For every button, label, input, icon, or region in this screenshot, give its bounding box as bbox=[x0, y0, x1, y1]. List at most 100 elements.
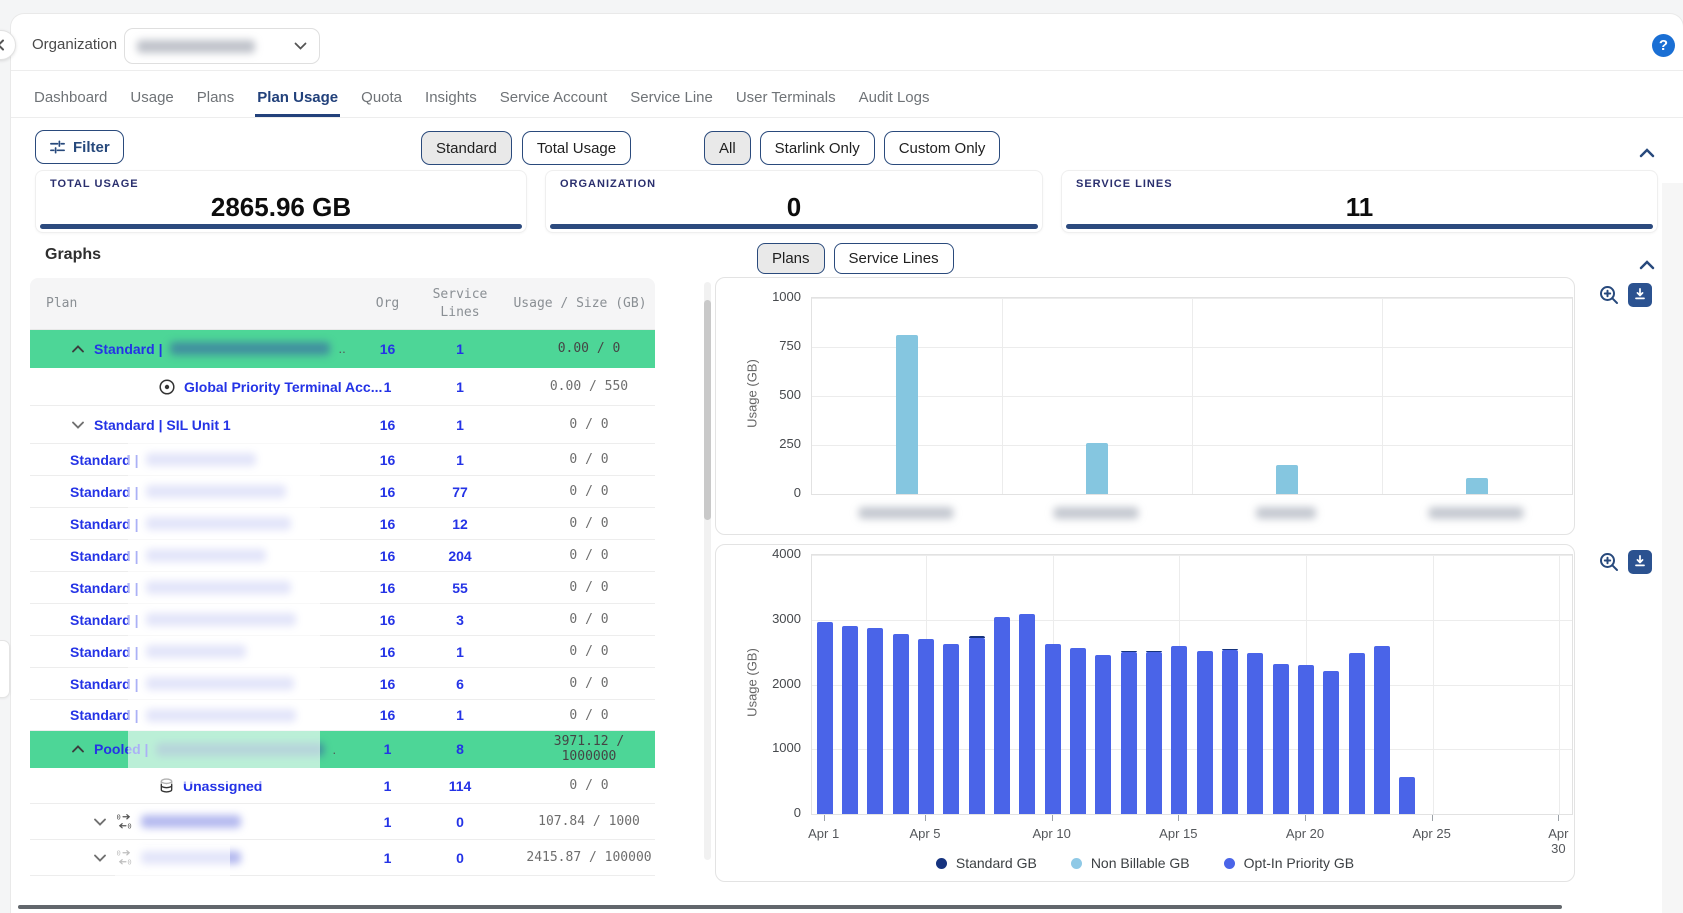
left-edge-notch bbox=[0, 640, 10, 698]
table-row[interactable]: Standard |16120 / 0 bbox=[30, 508, 655, 540]
tab-insights[interactable]: Insights bbox=[423, 80, 479, 117]
service-lines-cell: 1 bbox=[415, 379, 505, 395]
plan-name[interactable]: Standard | bbox=[70, 484, 138, 500]
toggle-starlink-only[interactable]: Starlink Only bbox=[760, 131, 875, 165]
tab-dashboard[interactable]: Dashboard bbox=[32, 80, 109, 117]
table-row[interactable]: Standard |162040 / 0 bbox=[30, 540, 655, 572]
table-row[interactable]: Standard |1660 / 0 bbox=[30, 668, 655, 700]
tabs-divider bbox=[11, 117, 1683, 118]
toggle-plans[interactable]: Plans bbox=[757, 243, 825, 274]
tab-service-line[interactable]: Service Line bbox=[628, 80, 715, 117]
table-row[interactable]: 0010107.84 / 1000 bbox=[30, 804, 655, 840]
plan-name[interactable]: Standard | SIL Unit 1 bbox=[94, 417, 231, 433]
tab-plans[interactable]: Plans bbox=[195, 80, 237, 117]
chevron-up-icon[interactable] bbox=[70, 741, 86, 757]
plan-name-redacted bbox=[146, 645, 246, 658]
x-tick-label: Apr 15 bbox=[1159, 826, 1197, 841]
service-lines-cell: 1 bbox=[415, 452, 505, 468]
table-scrollbar-thumb[interactable] bbox=[704, 300, 711, 520]
x-tick-mark bbox=[1052, 815, 1053, 821]
plan-name[interactable]: Standard | bbox=[70, 580, 138, 596]
table-row[interactable]: Standard |16770 / 0 bbox=[30, 476, 655, 508]
x-tick-mark bbox=[1432, 815, 1433, 821]
x-axis-label-redacted bbox=[1429, 507, 1524, 519]
tab-quota[interactable]: Quota bbox=[359, 80, 404, 117]
toggle-standard[interactable]: Standard bbox=[421, 131, 512, 165]
plan-name[interactable]: Pooled | bbox=[94, 741, 148, 757]
table-row[interactable]: Global Priority Terminal Acc...110.00 / … bbox=[30, 368, 655, 406]
toggle-service-lines[interactable]: Service Lines bbox=[834, 243, 954, 274]
org-cell: 16 bbox=[360, 452, 415, 468]
tab-user-terminals[interactable]: User Terminals bbox=[734, 80, 838, 117]
usage-type-toggle: Standard Total Usage bbox=[421, 131, 631, 165]
y-tick-label: 750 bbox=[753, 338, 801, 353]
tab-service-account[interactable]: Service Account bbox=[498, 80, 610, 117]
plan-name-redacted bbox=[141, 815, 241, 828]
toggle-total-usage[interactable]: Total Usage bbox=[522, 131, 631, 165]
column-header-service-lines: Service Lines bbox=[415, 286, 505, 321]
plan-table-body: Standard |..1610.00 / 0 Global Priority T… bbox=[30, 330, 655, 876]
chevron-down-icon[interactable] bbox=[92, 850, 108, 866]
plan-cell: Pooled |. bbox=[30, 741, 360, 757]
org-cell: 16 bbox=[360, 580, 415, 596]
download-chart-button[interactable] bbox=[1628, 283, 1652, 307]
plan-name-redacted bbox=[170, 342, 330, 355]
plan-cell: Standard | bbox=[30, 707, 360, 723]
organization-value-redacted bbox=[137, 40, 255, 53]
legend-item[interactable]: Standard GB bbox=[936, 855, 1037, 871]
plan-name[interactable]: Standard | bbox=[70, 548, 138, 564]
plan-name[interactable]: Standard | bbox=[70, 676, 138, 692]
table-row[interactable]: Standard |1610 / 0 bbox=[30, 636, 655, 668]
chevron-down-icon[interactable] bbox=[92, 814, 108, 830]
plan-name[interactable]: Standard | bbox=[70, 612, 138, 628]
plan-name[interactable]: Global Priority Terminal Acc... bbox=[184, 379, 382, 395]
chevron-up-icon[interactable] bbox=[70, 341, 86, 357]
organization-select[interactable] bbox=[124, 28, 320, 64]
stat-label: SERVICE LINES bbox=[1076, 178, 1173, 190]
plan-name[interactable]: Standard | bbox=[70, 707, 138, 723]
legend-item[interactable]: Opt-In Priority GB bbox=[1224, 855, 1354, 871]
table-row[interactable]: Standard |16550 / 0 bbox=[30, 572, 655, 604]
table-row[interactable]: Standard |1610 / 0 bbox=[30, 700, 655, 731]
tab-usage[interactable]: Usage bbox=[128, 80, 175, 117]
graphs-section-title: Graphs bbox=[45, 246, 101, 264]
x-axis-label-redacted bbox=[1256, 507, 1316, 519]
filter-button[interactable]: Filter bbox=[35, 130, 124, 164]
collapse-graphs-section-button[interactable] bbox=[1636, 255, 1658, 277]
zoom-in-chart-button[interactable] bbox=[1598, 551, 1620, 573]
table-row[interactable]: Standard |1630 / 0 bbox=[30, 604, 655, 636]
table-row[interactable]: Pooled |.183971.12 / 1000000 bbox=[30, 731, 655, 768]
x-tick-label: Apr 25 bbox=[1413, 826, 1451, 841]
plan-cell: Standard |.. bbox=[30, 341, 360, 357]
horizontal-scrollbar-thumb[interactable] bbox=[18, 905, 1562, 909]
plan-name[interactable]: Unassigned bbox=[183, 778, 262, 794]
table-row[interactable]: 00102415.87 / 100000 bbox=[30, 840, 655, 876]
table-row[interactable]: Standard |1610 / 0 bbox=[30, 444, 655, 476]
table-row[interactable]: Unassigned11140 / 0 bbox=[30, 768, 655, 804]
table-row[interactable]: Standard |..1610.00 / 0 bbox=[30, 330, 655, 368]
toggle-all[interactable]: All bbox=[704, 131, 751, 165]
daily-usage-bar bbox=[817, 622, 833, 814]
zoom-in-chart-button[interactable] bbox=[1598, 284, 1620, 306]
y-tick-label: 1000 bbox=[753, 740, 801, 755]
legend-item[interactable]: Non Billable GB bbox=[1071, 855, 1190, 871]
plan-name[interactable]: Standard | bbox=[94, 341, 162, 357]
plan-name[interactable]: Standard | bbox=[70, 516, 138, 532]
chevron-down-icon bbox=[294, 42, 307, 51]
plan-name[interactable]: Standard | bbox=[70, 644, 138, 660]
tab-plan-usage[interactable]: Plan Usage bbox=[255, 80, 340, 117]
y-tick-label: 0 bbox=[753, 485, 801, 500]
help-icon[interactable]: ? bbox=[1652, 34, 1675, 57]
download-chart-button[interactable] bbox=[1628, 550, 1652, 574]
plan-cell: Standard | SIL Unit 1 bbox=[30, 417, 360, 433]
plan-cell: Standard | bbox=[30, 612, 360, 628]
plan-name[interactable]: Standard | bbox=[70, 452, 138, 468]
chevron-down-icon[interactable] bbox=[70, 417, 86, 433]
toggle-custom-only[interactable]: Custom Only bbox=[884, 131, 1001, 165]
plan-name-redacted bbox=[146, 549, 266, 562]
collapse-filter-section-button[interactable] bbox=[1636, 143, 1658, 165]
usage-size-cell: 0 / 0 bbox=[505, 612, 655, 627]
daily-usage-bar bbox=[969, 636, 985, 638]
tab-audit-logs[interactable]: Audit Logs bbox=[857, 80, 932, 117]
table-row[interactable]: Standard | SIL Unit 11610 / 0 bbox=[30, 406, 655, 444]
